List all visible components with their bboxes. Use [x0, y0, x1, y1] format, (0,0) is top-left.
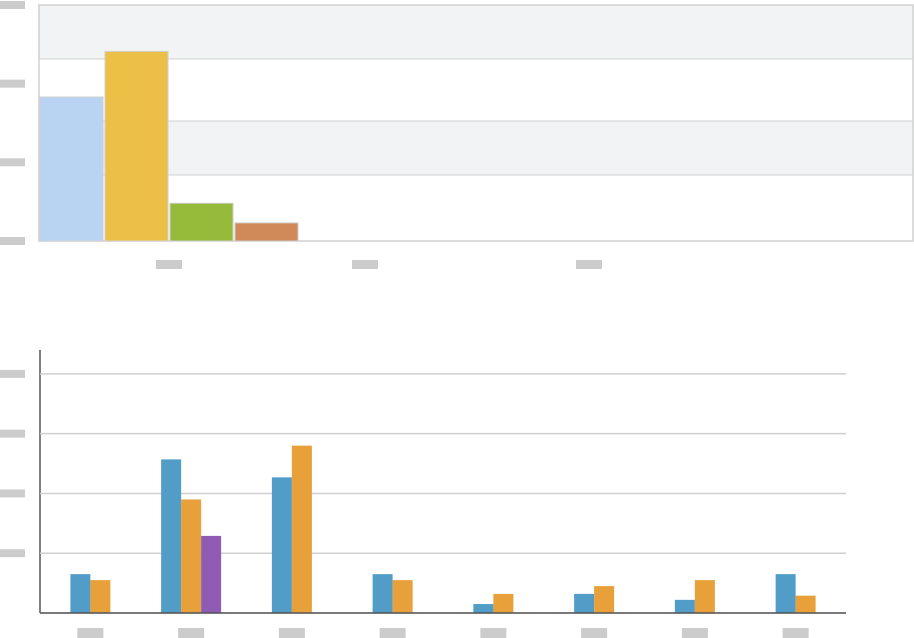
y-tick-placeholder	[0, 549, 25, 558]
bar	[594, 586, 615, 613]
bar	[392, 580, 413, 613]
bar	[169, 202, 234, 242]
y-tick-placeholder	[0, 237, 25, 245]
x-label-placeholder	[576, 260, 602, 269]
x-label-placeholder	[581, 628, 608, 638]
bar	[574, 593, 595, 613]
bar	[372, 574, 393, 613]
y-tick-placeholder	[0, 369, 25, 378]
bar	[795, 595, 816, 613]
bar	[473, 604, 494, 613]
bar	[181, 499, 202, 613]
x-label-placeholder	[278, 628, 305, 638]
bar	[39, 96, 104, 242]
x-label-placeholder	[156, 260, 182, 269]
x-label-placeholder	[352, 260, 378, 269]
x-label-placeholder	[379, 628, 406, 638]
y-tick-placeholder	[0, 1, 25, 9]
plot-frame	[38, 4, 914, 242]
chart-bottom	[0, 369, 846, 638]
y-tick-placeholder	[0, 158, 25, 167]
x-label-placeholder	[681, 628, 708, 638]
x-label-placeholder	[77, 628, 104, 638]
y-tick-placeholder	[0, 429, 25, 438]
bar	[161, 459, 182, 613]
bar	[674, 599, 695, 613]
band	[39, 121, 913, 175]
x-label-placeholder	[178, 628, 205, 638]
y-tick-placeholder	[0, 489, 25, 498]
bar	[271, 477, 292, 613]
bar	[493, 593, 514, 613]
x-label-placeholder	[782, 628, 809, 638]
bar	[70, 574, 91, 613]
bar	[694, 580, 715, 613]
bar	[291, 445, 312, 613]
bar	[104, 50, 169, 242]
bar	[201, 535, 222, 613]
bar	[234, 222, 299, 242]
bar	[775, 574, 796, 613]
bar	[90, 580, 111, 613]
x-label-placeholder	[480, 628, 507, 638]
band	[39, 5, 913, 59]
y-tick-placeholder	[0, 79, 25, 88]
chart-top	[0, 1, 299, 245]
